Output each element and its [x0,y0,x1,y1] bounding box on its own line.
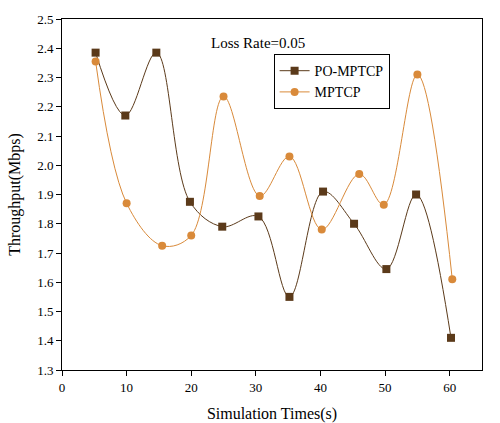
svg-text:50: 50 [379,380,392,395]
svg-text:10: 10 [120,380,133,395]
svg-text:2.3: 2.3 [37,70,53,85]
svg-text:Simulation Times(s): Simulation Times(s) [207,405,337,423]
svg-text:2.4: 2.4 [37,41,54,56]
svg-text:1.7: 1.7 [37,246,54,261]
svg-text:40: 40 [314,380,327,395]
svg-text:2.2: 2.2 [37,99,53,114]
svg-text:60: 60 [443,380,456,395]
svg-text:1.3: 1.3 [37,363,53,378]
svg-text:Throughput(Mbps): Throughput(Mbps) [6,133,24,256]
svg-text:MPTCP: MPTCP [315,85,361,100]
svg-text:1.4: 1.4 [37,333,54,348]
svg-text:2.5: 2.5 [37,12,53,27]
svg-text:1.6: 1.6 [37,275,54,290]
svg-text:2.0: 2.0 [37,158,53,173]
svg-text:1.9: 1.9 [37,187,53,202]
svg-text:20: 20 [185,380,198,395]
svg-text:Loss Rate=0.05: Loss Rate=0.05 [211,35,305,51]
svg-text:0: 0 [59,380,66,395]
svg-text:1.8: 1.8 [37,216,53,231]
svg-text:30: 30 [249,380,262,395]
svg-text:1.5: 1.5 [37,304,53,319]
svg-text:PO-MPTCP: PO-MPTCP [315,64,384,79]
svg-text:2.1: 2.1 [37,129,53,144]
